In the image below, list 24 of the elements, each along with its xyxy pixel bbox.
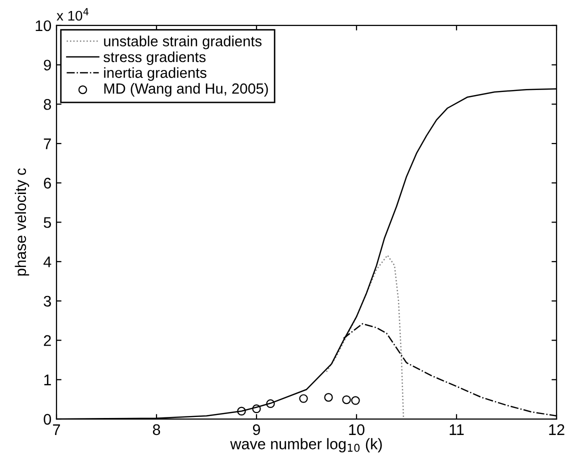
x-tick-label: 7 <box>53 424 60 435</box>
x-tick-label: 10 <box>349 424 364 436</box>
y-tick-label: 7 <box>44 138 51 150</box>
x-tick-label: 8 <box>152 424 160 436</box>
legend-label: MD (Wang and Hu, 2005) <box>104 83 268 97</box>
y-tick-label: 4 <box>43 256 52 268</box>
y-tick-label: 10 <box>36 20 52 32</box>
y-tick-label: 9 <box>44 60 51 71</box>
y-tick-label: 2 <box>44 335 51 346</box>
text: x 10$^{4}$ <box>56 8 89 21</box>
y-tick-label: 3 <box>44 296 51 307</box>
y-tick-label: 5 <box>44 217 51 228</box>
x-tick-label: 9 <box>252 424 260 436</box>
x-tick-label: 11 <box>450 424 464 435</box>
legend-label: stress gradients <box>104 51 206 66</box>
x-tick-label: 12 <box>549 424 564 435</box>
y-tick-label: 6 <box>44 178 51 189</box>
y-tick-label: 0 <box>44 414 52 425</box>
y-tick-label: 1 <box>44 374 51 386</box>
x-axis-title: wave number log$_{10}$ (k) <box>230 438 382 452</box>
legend-label: inertia gradients <box>104 67 206 81</box>
y-axis-title: phase velocity c <box>14 168 30 276</box>
legend-label: unstable strain gradients <box>104 36 262 50</box>
y-tick-label: 8 <box>44 99 51 110</box>
